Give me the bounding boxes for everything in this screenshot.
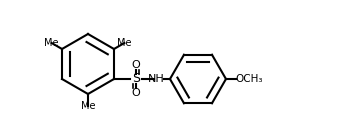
Text: Me: Me [117,38,132,48]
Text: O: O [132,60,140,70]
Text: OCH₃: OCH₃ [235,74,263,84]
Text: S: S [132,72,140,86]
Text: Me: Me [81,101,95,111]
Text: Me: Me [44,38,59,48]
Text: NH: NH [148,74,164,84]
Text: O: O [132,88,140,98]
